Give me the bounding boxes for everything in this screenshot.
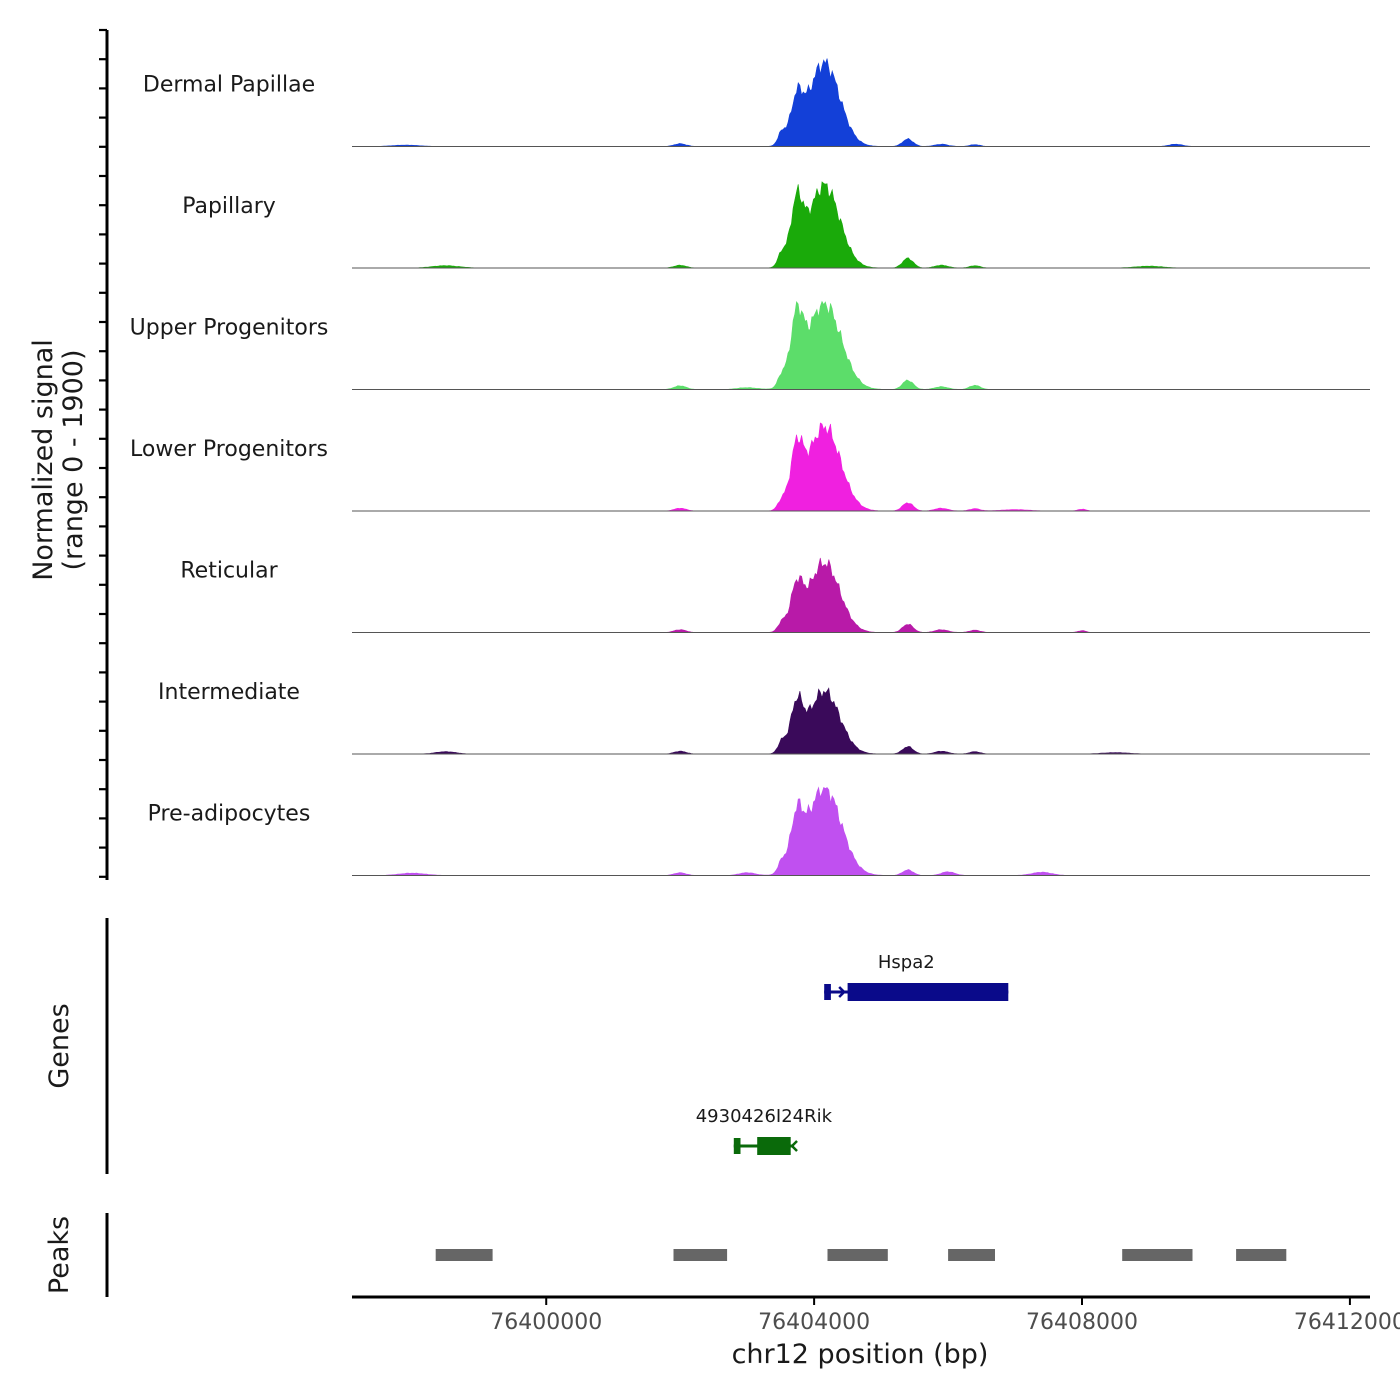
coverage-area-upper-progenitors xyxy=(352,300,1370,390)
track-label-pre-adipocytes: Pre-adipocytes xyxy=(148,802,311,827)
strand-arrow-hspa2 xyxy=(838,986,846,998)
track-label-dermal-papillae: Dermal Papillae xyxy=(143,73,315,98)
genes-panel-label: Genes xyxy=(44,1003,75,1088)
gene-exon-hspa2 xyxy=(824,984,831,1000)
coverage-tracks xyxy=(352,58,1370,876)
x-tick-label: 76404000 xyxy=(758,1310,870,1335)
peak-regions xyxy=(435,1249,1287,1261)
coverage-area-lower-progenitors xyxy=(352,422,1370,512)
y-axis-range: (range 0 - 1900) xyxy=(58,350,89,571)
coverage-y-ticks xyxy=(99,28,107,878)
track-labels: Dermal Papillae Papillary Upper Progenitor… xyxy=(130,73,329,827)
track-label-papillary: Papillary xyxy=(182,194,276,219)
peak-region xyxy=(948,1249,995,1261)
track-label-reticular: Reticular xyxy=(180,559,278,584)
gene-label-hspa2: Hspa2 xyxy=(878,952,935,973)
peak-region xyxy=(1122,1249,1193,1261)
gene-exon-hspa2 xyxy=(847,983,1009,1001)
coverage-area-intermediate xyxy=(352,687,1370,755)
track-label-upper-progenitors: Upper Progenitors xyxy=(130,316,329,341)
peak-region xyxy=(435,1249,493,1261)
x-axis-ticks: 76400000 76404000 76408000 76412000 xyxy=(490,1297,1400,1335)
gene-label-4930426i24rik: 4930426I24Rik xyxy=(696,1106,833,1127)
y-axis-label: Normalized signal xyxy=(28,339,59,581)
coverage-area-dermal-papillae xyxy=(352,58,1370,147)
coverage-area-pre-adipocytes xyxy=(352,786,1370,876)
peak-region xyxy=(1236,1249,1287,1261)
x-tick-label: 76400000 xyxy=(490,1310,602,1335)
x-axis-title: chr12 position (bp) xyxy=(732,1339,989,1370)
strand-arrow-4930426i24rik xyxy=(790,1140,798,1152)
coverage-area-papillary xyxy=(352,181,1370,269)
x-tick-label: 76412000 xyxy=(1294,1310,1400,1335)
peaks-panel-label: Peaks xyxy=(44,1216,75,1294)
track-label-lower-progenitors: Lower Progenitors xyxy=(130,437,328,462)
peak-region xyxy=(827,1249,888,1261)
coverage-area-reticular xyxy=(352,557,1370,633)
y-axis-title: Normalized signal (range 0 - 1900) xyxy=(28,339,89,581)
track-label-intermediate: Intermediate xyxy=(158,680,300,705)
x-tick-label: 76408000 xyxy=(1026,1310,1138,1335)
gene-annotations: Hspa2 4930426I24Rik xyxy=(696,952,1009,1155)
gene-exon-4930426i24rik xyxy=(733,1138,741,1154)
peak-region xyxy=(673,1249,728,1261)
gene-exon-4930426i24rik xyxy=(757,1137,791,1155)
